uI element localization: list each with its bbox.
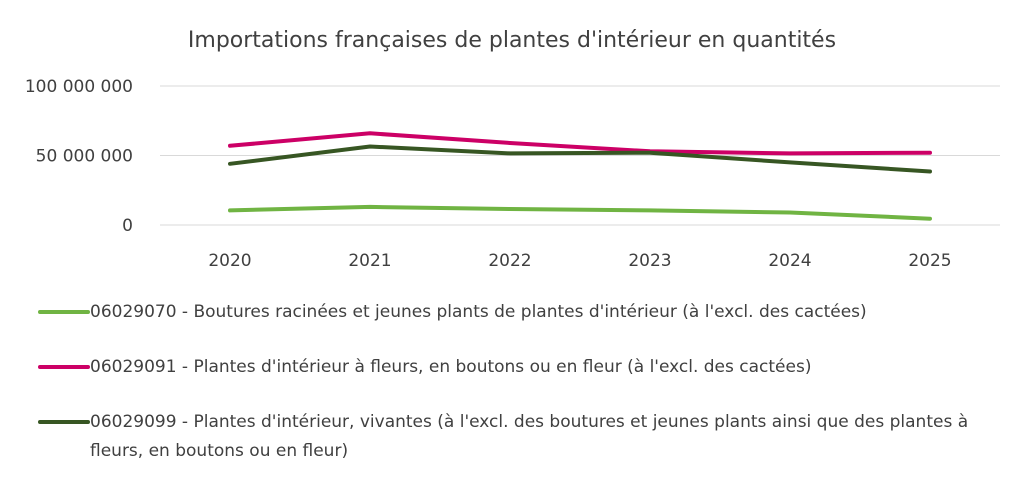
x-tick-label: 2020: [208, 251, 251, 271]
y-axis-ticks: 0 50 000 000 100 000 000: [25, 77, 133, 236]
legend-label-06029070: 06029070 - Boutures racinées et jeunes p…: [90, 302, 867, 322]
series-line-0: [228, 204, 932, 221]
series-lines: [228, 131, 932, 221]
y-tick-label: 0: [122, 216, 133, 236]
x-tick-label: 2023: [628, 251, 671, 271]
legend-item-06029070: 06029070 - Boutures racinées et jeunes p…: [38, 300, 1018, 327]
legend-swatch-06029099: [38, 420, 90, 424]
series-line-1: [228, 131, 932, 156]
legend-label-06029099: 06029099 - Plantes d'intérieur, vivantes…: [90, 412, 969, 461]
legend-item-06029091: 06029091 - Plantes d'intérieur à fleurs,…: [38, 355, 1018, 382]
legend-swatch-06029091: [38, 365, 90, 369]
y-tick-label: 50 000 000: [36, 147, 133, 167]
x-axis-ticks: 2020 2021 2022 2023 2024 2025: [208, 251, 951, 271]
x-tick-label: 2025: [908, 251, 951, 271]
x-tick-label: 2022: [488, 251, 531, 271]
series-line-2: [228, 144, 932, 174]
x-tick-label: 2024: [768, 251, 811, 271]
legend-label-06029091: 06029091 - Plantes d'intérieur à fleurs,…: [90, 357, 812, 377]
chart-title: Importations françaises de plantes d'int…: [188, 28, 836, 53]
legend-swatch-06029070: [38, 310, 90, 314]
legend: 06029070 - Boutures racinées et jeunes p…: [38, 300, 1018, 494]
line-chart: Importations françaises de plantes d'int…: [25, 28, 1000, 271]
legend-item-06029099: 06029099 - Plantes d'intérieur, vivantes…: [38, 410, 1018, 466]
x-tick-label: 2021: [348, 251, 391, 271]
y-tick-label: 100 000 000: [25, 77, 133, 97]
